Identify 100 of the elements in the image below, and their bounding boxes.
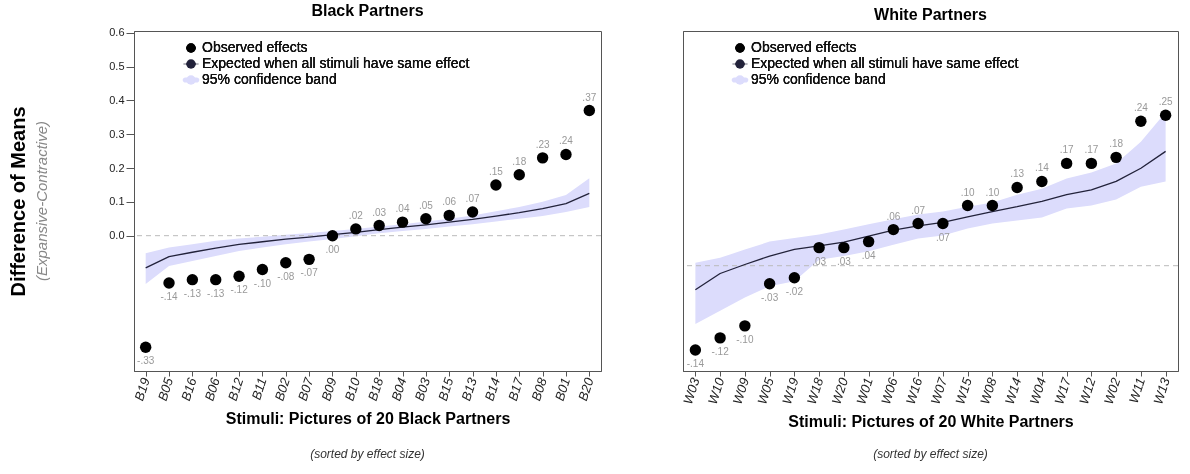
point [280,257,292,269]
data-label: .14 [1034,162,1050,174]
data-label: -.03 [761,291,779,303]
data-label: -.14 [686,357,705,369]
point [813,241,825,254]
data-label: -.12 [711,345,730,357]
point [396,216,409,228]
data-label: .24 [559,135,574,147]
chart-title: Black Partners [311,1,424,19]
point [1085,157,1098,170]
point [1011,181,1023,194]
point [838,241,850,254]
data-label: .17 [1059,144,1075,156]
point [466,206,479,218]
y-tick-label: 0.0 [109,229,125,242]
line-series [145,192,590,269]
point [163,277,175,289]
data-label: .10 [960,186,976,198]
point [233,270,245,282]
y-tick-label: 0.5 [109,60,125,73]
point [739,320,751,332]
point [1060,157,1073,170]
point [373,219,385,232]
x-tick-label: B17 [505,375,527,403]
data-label: .05 [418,199,434,211]
data-label: .18 [512,155,527,167]
point [443,209,455,222]
x-tick-label: W13 [1150,375,1174,407]
legend-label: 95% confidence band [751,71,886,87]
data-label: .06 [886,210,901,222]
point [986,199,999,212]
x-tick-label: W06 [878,375,901,407]
data-label: -.08 [277,270,295,282]
text: (sorted by effect size) [873,447,988,461]
point [420,213,432,225]
x-tick-label: W08 [977,375,1000,407]
x-tick-label: W17 [1051,375,1075,407]
data-label: .03 [836,255,852,267]
data-label: .02 [348,209,364,221]
data-label: .07 [935,231,951,243]
x-tick-label: W20 [828,375,852,407]
x-tick-label: W04 [1026,376,1050,407]
x-tick-label: W10 [704,375,728,407]
data-label: .04 [861,249,877,261]
x-tick-label: W01 [853,376,876,407]
data-label: .07 [465,193,480,204]
data-label: -.10 [253,277,272,289]
data-label: .37 [582,91,597,103]
legend-label: Observed effects [751,39,857,55]
data-label: .03 [372,206,387,218]
point [256,263,269,276]
x-tick-label: W09 [729,376,753,407]
data-label: .00 [325,243,340,255]
x-tick-label: B04 [388,376,410,403]
data-label: .04 [395,203,410,215]
data-label: .18 [1109,138,1124,150]
x-tick-label: B05 [154,375,177,403]
data-label: -.02 [785,285,804,297]
x-tick-label: B19 [131,376,153,403]
point [583,104,596,117]
y-tick-label: 0.6 [109,26,125,39]
x-axis-title: Stimuli: Pictures of 20 White Partners [788,413,1074,431]
x-tick-label: B12 [224,375,247,403]
data-label: .07 [911,204,926,216]
point [490,179,502,191]
data-label: .24 [1133,102,1149,114]
x-tick-label: B13 [458,375,480,403]
point [326,229,339,242]
legend-label: Expected when all stimuli have same effect [751,55,1019,71]
x-tick-label: W12 [1076,375,1099,407]
point [961,199,974,212]
x-tick-label: B16 [178,375,200,403]
data-label: .23 [535,138,551,150]
point [210,273,222,286]
data-label: -.13 [207,287,225,299]
x-tick-label: B07 [294,375,317,403]
x-tick-label: B20 [575,375,597,403]
legend-label: 95% confidence band [202,71,337,87]
y-tick-label: 0.4 [109,93,125,106]
x-tick-label: B15 [434,375,457,403]
x-tick-label: W19 [779,376,802,407]
point [350,223,362,235]
legend-label: Observed effects [202,39,308,55]
point [763,278,776,290]
data-label: .03 [812,255,827,267]
text: (Expansive-Contractive) [33,120,50,282]
x-tick-label: B06 [201,375,224,403]
x-tick-label: W02 [1100,375,1124,407]
legend-label: Expected when all stimuli have same effect [202,55,470,71]
x-tick-label: B08 [528,375,551,403]
data-label: -.12 [230,284,249,296]
point [714,332,726,344]
point [1110,151,1122,164]
text: (sorted by effect size) [310,447,425,461]
x-tick-label: B09 [318,376,340,403]
data-label: .06 [442,196,457,208]
x-tick-label: W11 [1125,376,1149,406]
x-axis-title: Stimuli: Pictures of 20 Black Partners [225,409,511,427]
x-tick-label: B18 [364,375,387,403]
point [937,217,949,230]
